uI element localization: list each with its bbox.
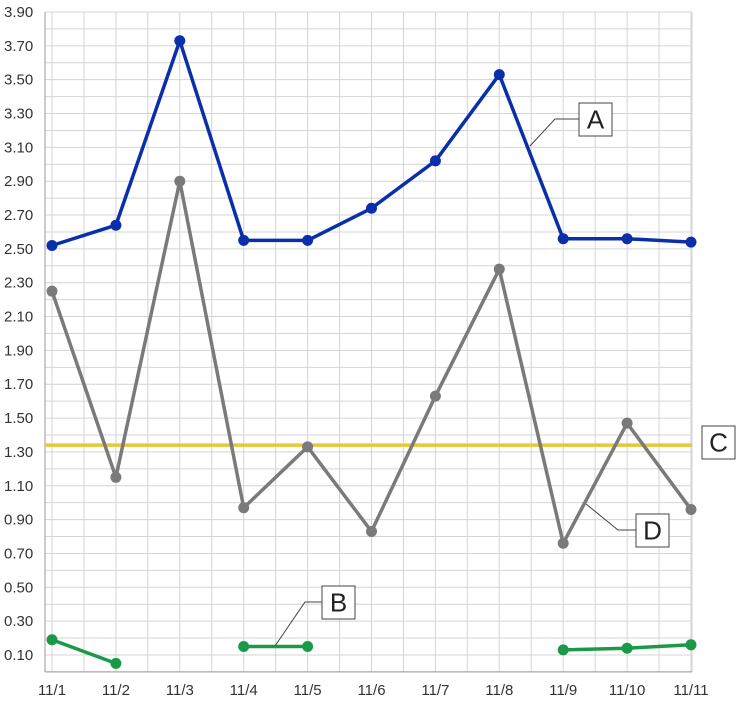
- y-tick-label: 0.70: [4, 545, 33, 562]
- callout-box: [701, 425, 736, 460]
- callout-leader-line: [585, 503, 636, 531]
- series-B-line: [51, 638, 117, 666]
- y-tick-label: 3.70: [4, 38, 33, 55]
- y-tick-label: 2.90: [4, 173, 33, 190]
- x-tick-label: 11/11: [673, 682, 708, 699]
- series-B-point: [110, 657, 122, 669]
- y-tick-label: 3.50: [4, 72, 33, 89]
- callout-C: C: [701, 425, 736, 460]
- grid: [45, 11, 693, 673]
- series-B-point: [557, 644, 569, 656]
- callout-B: B: [274, 585, 356, 647]
- x-tick-label: 11/4: [230, 682, 258, 699]
- series-D-point: [685, 503, 697, 515]
- series-B-point: [685, 639, 697, 651]
- series-label: D: [643, 516, 662, 546]
- y-tick-label: 0.30: [4, 613, 33, 630]
- series-B: [46, 634, 697, 669]
- series-D-point: [238, 502, 250, 514]
- y-tick-label: 0.50: [4, 579, 33, 596]
- y-tick-label: 3.90: [4, 4, 33, 21]
- y-tick-label: 1.90: [4, 342, 33, 359]
- series-A-point: [238, 234, 250, 246]
- series-D-point: [366, 525, 377, 537]
- series-D-point: [110, 471, 122, 483]
- series-A-point: [46, 240, 58, 251]
- callout-box: [578, 102, 613, 137]
- series-callouts: A B C D: [274, 102, 736, 647]
- series-A-point: [493, 69, 505, 81]
- y-tick-label: 3.10: [4, 139, 33, 156]
- x-tick-label: 11/1: [38, 682, 66, 699]
- x-tick-label: 11/2: [102, 682, 130, 699]
- callout-A: A: [529, 102, 613, 147]
- series-B-point: [621, 642, 633, 654]
- y-tick-label: 2.50: [4, 241, 33, 258]
- series-A-point: [429, 155, 441, 167]
- axes: 0.10 0.30 0.50 0.70 0.90 1.10 1.30 1.50 1.70 1.90…: [4, 4, 709, 699]
- callout-D: D: [585, 503, 670, 548]
- series-D-point: [46, 285, 58, 297]
- x-tick-label: 11/7: [421, 682, 449, 699]
- y-tick-label: 2.30: [4, 275, 33, 292]
- series-D-point: [174, 175, 186, 187]
- series-B-point: [46, 634, 58, 646]
- y-tick-label: 0.90: [4, 512, 33, 529]
- series-A-point: [110, 219, 122, 231]
- callout-leader-line: [529, 118, 579, 147]
- x-tick-label: 11/6: [357, 682, 385, 699]
- series-D-point: [493, 263, 505, 275]
- x-tick-label: 11/8: [485, 682, 513, 699]
- x-tick-label: 11/5: [294, 682, 322, 699]
- callout-leader-line: [274, 601, 322, 647]
- series-lines: [46, 35, 697, 669]
- series-label: B: [330, 588, 347, 618]
- y-tick-label: 0.10: [4, 647, 33, 664]
- series-B-point: [238, 641, 250, 652]
- y-tick-label: 1.70: [4, 376, 33, 393]
- series-D-point: [621, 417, 633, 429]
- y-tick-label: 1.30: [4, 444, 33, 461]
- series-A-point: [621, 233, 633, 245]
- y-tick-label: 2.10: [4, 309, 33, 326]
- series-A-point: [366, 202, 377, 214]
- series-B-point: [302, 641, 314, 652]
- series-A: [46, 35, 697, 251]
- y-tick-label: 3.30: [4, 106, 33, 123]
- callout-box: [635, 513, 670, 548]
- series-A-point: [174, 35, 186, 47]
- series-A-point: [685, 236, 697, 248]
- series-label: C: [709, 428, 728, 458]
- series-D-point: [302, 441, 314, 453]
- series-A-point: [302, 234, 314, 246]
- y-tick-label: 2.70: [4, 207, 33, 224]
- series-A-point: [557, 233, 569, 245]
- series-D: [46, 175, 697, 549]
- series-label: A: [587, 105, 605, 135]
- x-tick-label: 11/9: [549, 682, 577, 699]
- y-tick-label: 1.10: [4, 478, 33, 495]
- x-tick-label: 11/10: [609, 682, 645, 699]
- series-D-point: [429, 390, 441, 402]
- x-tick-label: 11/3: [166, 682, 194, 699]
- y-tick-label: 1.50: [4, 410, 33, 427]
- callout-box: [321, 585, 356, 620]
- series-D-point: [557, 537, 569, 549]
